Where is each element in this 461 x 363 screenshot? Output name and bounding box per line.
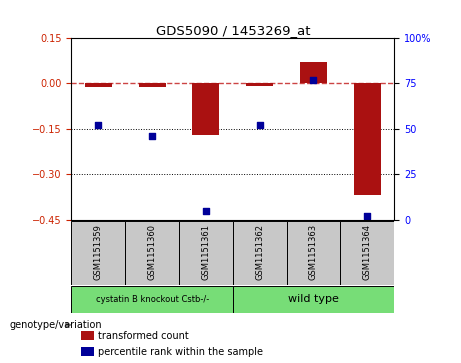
Bar (71, 286, 233, 313)
Bar (85, 83, 112, 86)
Text: GSM1151360: GSM1151360 (148, 224, 157, 280)
Bar (139, 83, 165, 87)
Bar (81, 347, 94, 356)
Bar (125, 221, 179, 285)
Bar (193, 83, 219, 135)
Point (310, 77, 317, 83)
Text: GSM1151363: GSM1151363 (309, 224, 318, 280)
Bar (340, 221, 394, 285)
Text: GSM1151359: GSM1151359 (94, 224, 103, 280)
Bar (233, 221, 287, 285)
Point (202, 208, 210, 213)
Text: cystatin B knockout Cstb-/-: cystatin B knockout Cstb-/- (95, 295, 209, 304)
Text: genotype/variation: genotype/variation (9, 320, 102, 330)
Text: transformed count: transformed count (98, 331, 189, 341)
Point (256, 122, 263, 128)
Bar (233, 286, 394, 313)
Bar (81, 331, 94, 340)
Bar (287, 221, 340, 285)
Point (148, 133, 156, 139)
Text: wild type: wild type (288, 294, 339, 304)
Text: GSM1151364: GSM1151364 (363, 224, 372, 280)
Point (364, 213, 371, 219)
Bar (246, 83, 273, 86)
Text: GSM1151362: GSM1151362 (255, 224, 264, 280)
Text: GSM1151361: GSM1151361 (201, 224, 210, 280)
Bar (179, 221, 233, 285)
Text: percentile rank within the sample: percentile rank within the sample (98, 347, 263, 357)
Point (95, 122, 102, 128)
Bar (300, 62, 327, 83)
Bar (71, 221, 125, 285)
Bar (354, 83, 381, 195)
Title: GDS5090 / 1453269_at: GDS5090 / 1453269_at (155, 24, 310, 37)
